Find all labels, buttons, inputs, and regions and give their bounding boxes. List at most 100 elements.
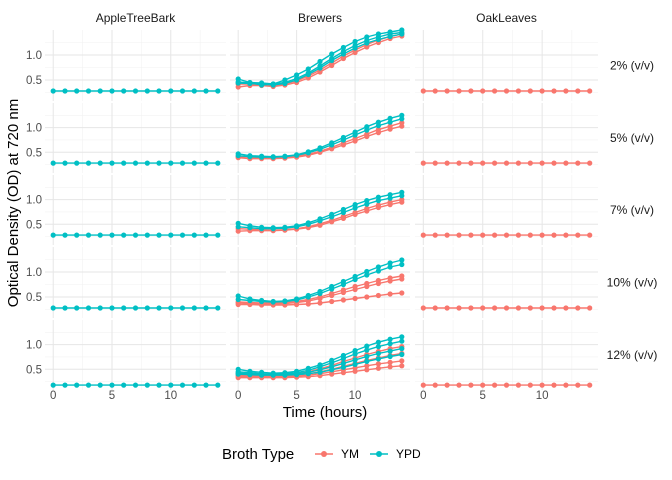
data-point xyxy=(551,160,557,166)
legend-label-ym: YM xyxy=(341,447,359,461)
data-point xyxy=(352,211,358,217)
data-point xyxy=(132,382,139,388)
data-point xyxy=(215,88,221,94)
data-point xyxy=(387,291,393,297)
data-point xyxy=(282,80,288,87)
panel-oakleaves-row3 xyxy=(415,175,598,245)
data-point xyxy=(364,363,370,369)
data-point xyxy=(456,160,462,166)
data-point xyxy=(294,77,300,83)
data-point xyxy=(527,382,533,388)
data-point xyxy=(387,336,393,342)
data-point xyxy=(387,260,393,266)
data-point xyxy=(539,232,545,238)
data-point xyxy=(179,160,186,166)
x-tick-label: 0 xyxy=(420,390,426,402)
data-point xyxy=(387,119,393,125)
data-point xyxy=(97,382,103,388)
series-ypd xyxy=(50,232,221,238)
panel-brewers-row3 xyxy=(230,175,410,245)
data-point xyxy=(259,81,265,87)
data-point xyxy=(387,353,393,360)
data-point xyxy=(270,226,276,232)
data-point xyxy=(387,195,393,201)
y-tick-label: 1.0 xyxy=(26,340,42,352)
y-tick-label: 1.0 xyxy=(26,123,42,135)
data-point xyxy=(305,71,311,78)
data-point xyxy=(144,232,150,238)
data-point xyxy=(492,305,498,311)
data-point xyxy=(444,160,450,166)
data-point xyxy=(375,123,381,129)
data-point xyxy=(74,160,80,166)
data-point xyxy=(375,268,381,274)
data-point xyxy=(340,209,346,216)
data-point xyxy=(387,33,393,40)
data-point xyxy=(352,276,358,283)
data-point xyxy=(399,334,405,340)
data-point xyxy=(109,232,115,238)
data-point xyxy=(329,292,335,299)
strip-label-row-4: 10% (v/v) xyxy=(607,276,658,290)
data-point xyxy=(480,160,486,166)
data-point xyxy=(432,305,438,311)
data-point xyxy=(444,382,450,388)
data-point xyxy=(203,88,209,94)
panel-appletreebark-row5 xyxy=(45,320,226,390)
data-point xyxy=(387,264,393,270)
data-point xyxy=(294,297,300,303)
data-point xyxy=(575,382,581,388)
data-point xyxy=(387,126,393,132)
panel-brewers-row1 xyxy=(230,27,410,101)
data-point xyxy=(352,295,358,302)
data-point xyxy=(191,305,197,311)
data-point xyxy=(247,297,253,304)
data-point xyxy=(85,305,92,311)
data-point xyxy=(364,208,370,214)
data-point xyxy=(282,225,288,231)
data-point xyxy=(317,58,323,65)
panel-oakleaves-row2 xyxy=(415,103,598,173)
data-point xyxy=(480,88,486,94)
data-point xyxy=(444,305,450,311)
data-point xyxy=(456,88,462,94)
data-point xyxy=(420,305,426,311)
y-tick-label: 0.5 xyxy=(26,75,42,87)
data-point xyxy=(387,359,393,365)
data-point xyxy=(352,205,358,211)
data-point xyxy=(235,228,241,234)
data-point xyxy=(340,355,346,362)
data-point xyxy=(587,160,593,166)
data-point xyxy=(215,160,221,166)
data-point xyxy=(259,226,265,232)
data-point xyxy=(329,371,335,377)
strip-label-appletreebark: AppleTreeBark xyxy=(96,11,177,25)
data-point xyxy=(456,382,462,388)
data-point xyxy=(420,232,426,238)
legend-title: Broth Type xyxy=(222,446,294,463)
strip-label-oakleaves: OakLeaves xyxy=(476,11,537,25)
data-point xyxy=(352,49,358,56)
data-point xyxy=(121,382,127,388)
strip-label-row-3: 7% (v/v) xyxy=(610,203,654,217)
data-point xyxy=(399,123,405,129)
data-point xyxy=(121,88,127,94)
panel-appletreebark-row1 xyxy=(45,30,226,101)
data-point xyxy=(375,356,381,362)
data-point xyxy=(144,88,150,94)
data-point xyxy=(468,160,474,166)
data-point xyxy=(364,283,370,290)
data-point xyxy=(203,382,209,388)
data-point xyxy=(399,351,405,358)
data-point xyxy=(109,305,115,311)
data-point xyxy=(515,160,522,166)
x-tick-label: 5 xyxy=(109,390,115,402)
x-tick-label: 10 xyxy=(349,390,362,402)
data-point xyxy=(156,382,162,388)
y-tick-label: 1.0 xyxy=(26,195,42,207)
data-point xyxy=(97,232,103,238)
data-point xyxy=(203,232,209,238)
data-point xyxy=(575,88,581,94)
data-point xyxy=(364,201,370,207)
data-point xyxy=(340,297,346,303)
